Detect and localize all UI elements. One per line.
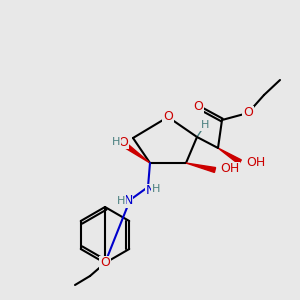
Text: O: O	[100, 256, 110, 269]
Text: N: N	[145, 184, 155, 197]
Text: H: H	[117, 196, 125, 206]
Text: N: N	[123, 194, 133, 208]
Text: H: H	[201, 120, 209, 130]
Text: OH: OH	[220, 163, 239, 176]
Polygon shape	[124, 143, 150, 163]
Text: O: O	[118, 136, 128, 148]
Polygon shape	[218, 148, 241, 164]
Text: H: H	[112, 137, 120, 147]
Text: OH: OH	[220, 164, 239, 176]
Text: H: H	[152, 184, 160, 194]
Text: O: O	[193, 100, 203, 113]
Text: OH: OH	[246, 155, 265, 169]
Text: OH: OH	[246, 155, 265, 169]
Text: O: O	[243, 106, 253, 119]
Polygon shape	[186, 163, 216, 172]
Text: O: O	[163, 110, 173, 124]
